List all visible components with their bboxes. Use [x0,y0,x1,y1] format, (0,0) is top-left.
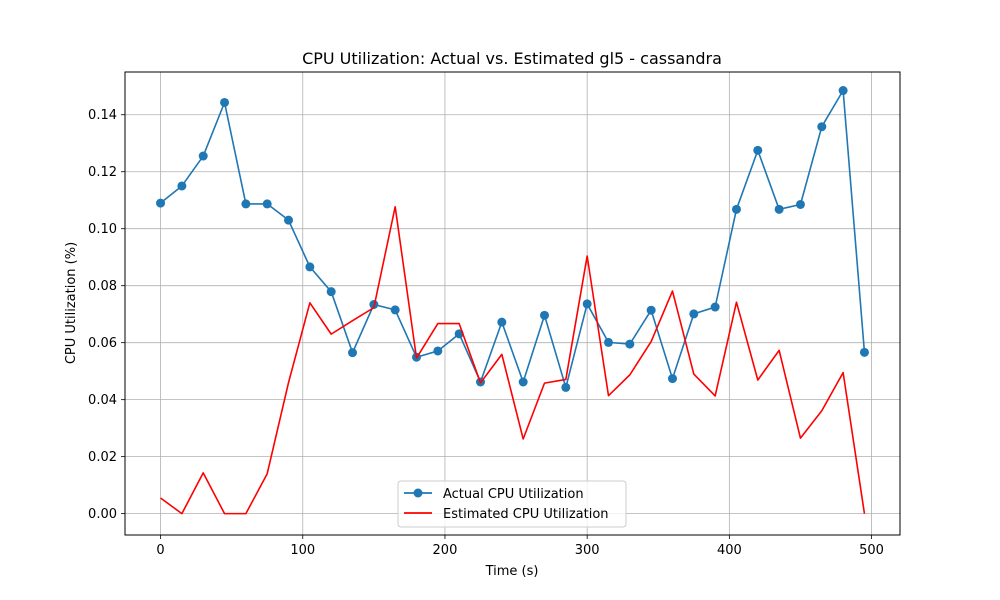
x-tick-label: 0 [156,543,164,558]
data-point-actual [774,204,784,214]
legend-label-actual: Actual CPU Utilization [443,487,584,502]
legend-marker-actual [413,488,423,498]
chart-title: CPU Utilization: Actual vs. Estimated gl… [302,49,722,68]
x-tick-label: 200 [433,543,458,558]
y-tick-label: 0.10 [88,222,117,237]
series-layer [156,86,869,515]
plot-frame [124,71,901,536]
data-point-actual [539,310,549,320]
grid [125,72,900,535]
data-point-actual [326,287,336,297]
data-point-actual [518,377,528,387]
y-tick-label: 0.04 [88,393,117,408]
data-point-actual [838,86,848,96]
y-tick-label: 0.06 [88,336,117,351]
y-tick-label: 0.00 [88,507,117,522]
y-axis: 0.00 0.02 0.04 0.06 0.08 0.10 0.12 0.14 [88,108,125,522]
data-point-actual [710,302,720,312]
data-point-actual [646,305,656,315]
data-point-actual [859,347,869,357]
data-point-actual [667,374,677,384]
legend-box [397,480,627,528]
x-tick-label: 100 [290,543,315,558]
data-point-actual [305,262,315,272]
legend-label-estimated: Estimated CPU Utilization [443,507,609,522]
y-axis-label: CPU Utilization (%) [64,242,79,364]
data-point-actual [497,317,507,327]
x-tick-label: 500 [859,543,884,558]
data-point-actual [198,151,208,161]
data-point-actual [561,382,571,392]
y-tick-label: 0.08 [88,279,117,294]
data-point-actual [753,145,763,155]
data-point-actual [284,215,294,225]
x-axis-label: Time (s) [485,564,539,579]
series-line-estimated [160,205,866,515]
x-axis: 0 100 200 300 400 500 [156,535,884,558]
data-point-actual [177,181,187,191]
data-point-actual [390,305,400,315]
data-point-actual [795,199,805,209]
y-tick-label: 0.02 [88,450,117,465]
data-point-actual [348,348,358,358]
x-tick-label: 400 [717,543,742,558]
y-tick-label: 0.14 [88,108,117,123]
data-point-actual [262,199,272,209]
data-point-actual [582,299,592,309]
legend: Actual CPU Utilization Estimated CPU Uti… [397,480,627,528]
x-tick-label: 300 [575,543,600,558]
data-point-actual [625,339,635,349]
y-tick-label: 0.12 [88,165,117,180]
series-line-actual [160,89,866,389]
data-point-actual [156,198,166,208]
data-point-actual [731,204,741,214]
data-point-actual [817,122,827,132]
data-point-actual [603,337,613,347]
data-point-actual [433,346,443,356]
data-point-actual [241,199,251,209]
data-point-actual [689,309,699,319]
data-point-actual [220,97,230,107]
